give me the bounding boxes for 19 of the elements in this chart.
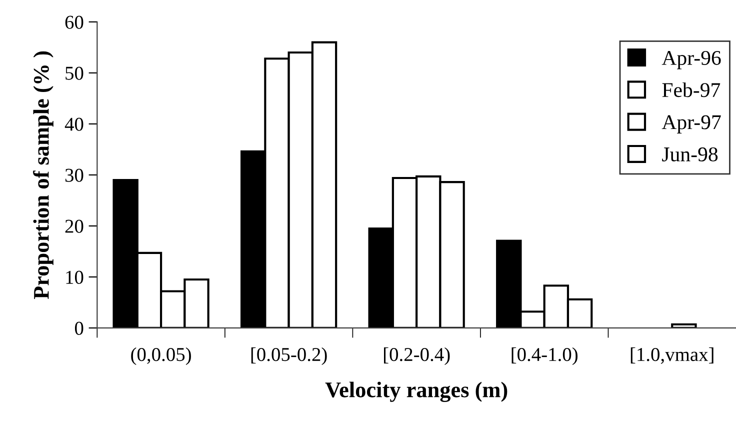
x-tick-label: [0.4-1.0) <box>512 347 578 366</box>
x-axis-title: Velocity ranges (m) <box>325 382 508 402</box>
y-tick-label: 10 <box>66 270 84 284</box>
y-tick-label: 30 <box>65 168 84 182</box>
x-tick-label: (0,0.05) <box>131 347 191 366</box>
y-tick-label: 40 <box>64 118 84 131</box>
legend-label: Apr-96 <box>662 50 721 70</box>
bar <box>671 323 697 328</box>
x-tick-label: [0.2-0.4) <box>384 347 450 366</box>
y-tick-label: 50 <box>66 66 84 80</box>
y-tick-label: 20 <box>65 220 84 233</box>
legend-label: Jun-98 <box>662 147 718 162</box>
x-tick-label: [1.0,vmax] <box>630 347 714 364</box>
y-tick-label: 0 <box>74 322 84 335</box>
y-axis-title: Proportion of sample (% ) <box>33 51 54 300</box>
legend-label: Feb-97 <box>662 82 720 98</box>
x-tick-label: [0.05-0.2) <box>251 347 327 366</box>
y-tick-label: 60 <box>65 16 84 29</box>
legend-label: Apr-97 <box>662 115 721 134</box>
